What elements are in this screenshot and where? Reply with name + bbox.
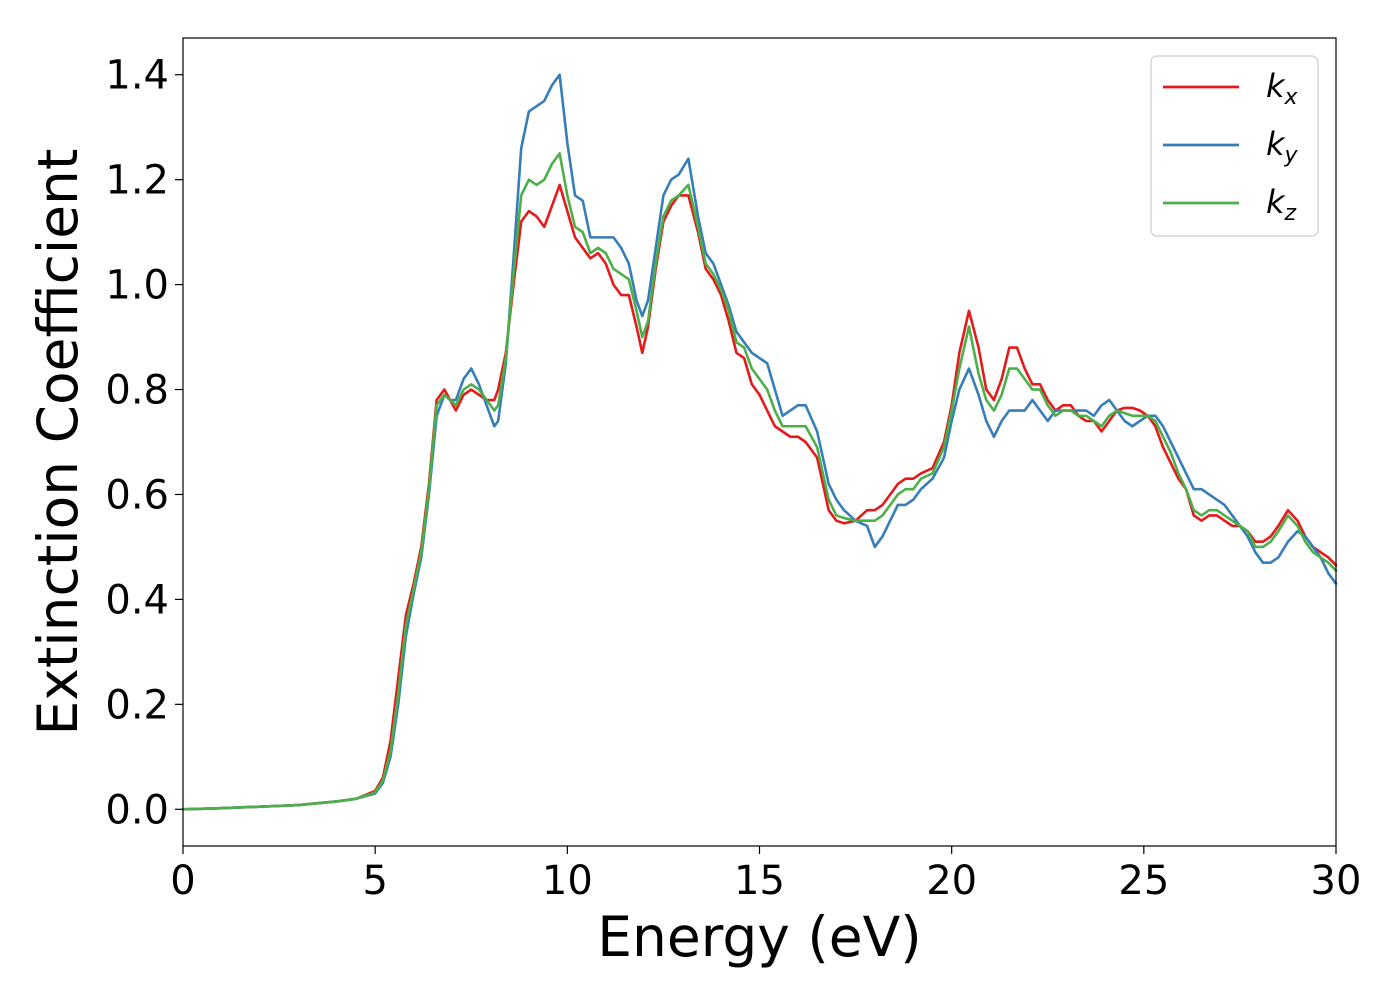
- legend: kx ky kz: [1150, 55, 1319, 237]
- series-line-kx: [181, 183, 1338, 811]
- x-tick-label: 0: [170, 858, 195, 904]
- y-axis-ticks: 0.0 0.2 0.4 0.6 0.8 1.0 1.2 1.4: [105, 53, 183, 833]
- y-tick-label: 1.0: [105, 263, 169, 309]
- x-tick-label: 25: [1118, 858, 1169, 904]
- y-tick-label: 0.0: [105, 787, 169, 833]
- y-tick-label: 1.2: [105, 158, 169, 204]
- y-tick-label: 0.2: [105, 682, 169, 728]
- x-tick-label: 30: [1311, 858, 1362, 904]
- legend-label-kx: kx: [1266, 67, 1299, 110]
- y-tick-label: 0.6: [105, 472, 169, 518]
- x-tick-label: 5: [362, 858, 387, 904]
- y-tick-label: 1.4: [105, 53, 169, 99]
- series-layer: [181, 73, 1338, 811]
- x-tick-label: 15: [734, 858, 785, 904]
- y-tick-label: 0.4: [105, 577, 169, 623]
- y-tick-label: 0.8: [105, 368, 169, 414]
- x-axis-title: Energy (eV): [597, 905, 921, 969]
- series-line-ky: [181, 73, 1338, 811]
- x-tick-label: 10: [542, 858, 593, 904]
- x-axis-ticks: 0 5 10 15 20 25 30: [170, 846, 1361, 904]
- x-tick-label: 20: [926, 858, 977, 904]
- legend-label-kz: kz: [1266, 183, 1297, 226]
- series-line-kz: [181, 152, 1338, 811]
- y-axis-title: Extinction Coefficient: [26, 149, 90, 736]
- legend-label-ky: ky: [1266, 125, 1299, 168]
